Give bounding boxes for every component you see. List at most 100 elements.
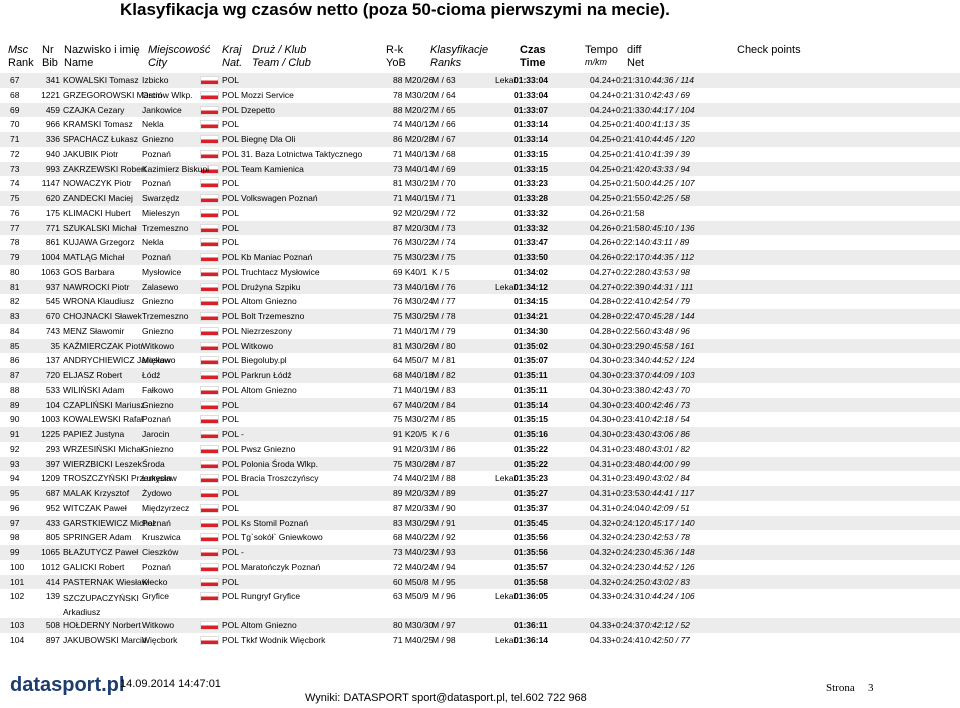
- cell-time: 01:34:30: [514, 325, 549, 336]
- cell-club: Niezrzeszony: [241, 325, 293, 336]
- cell-city: Gniezno: [142, 325, 174, 336]
- cell-nat: POL: [222, 89, 240, 100]
- cell-bib: 533: [45, 384, 60, 395]
- cell-name: MATLĄG Michał: [63, 252, 125, 262]
- flag: [200, 238, 219, 248]
- cell-name: SPRINGER Adam: [63, 532, 132, 543]
- cell-time: 01:33:23: [514, 178, 549, 189]
- flag: [200, 179, 219, 189]
- cell-nat: POL: [222, 325, 240, 336]
- flag: [200, 326, 219, 336]
- cell-tempo: 04.28: [590, 311, 612, 321]
- table-row: 79 1004 MATLĄG Michał Poznań POL Kb Maniac Po…: [0, 250, 960, 265]
- cell-diff: +0:22:17: [611, 252, 645, 262]
- cell-bib: 508: [45, 620, 60, 631]
- cell-rank: 70: [10, 119, 20, 130]
- cell-time: 01:35:07: [514, 355, 549, 366]
- cell-city: Łódź: [142, 370, 161, 380]
- cell-net: 0:41:39 / 39: [645, 148, 690, 159]
- cell-name: NAWROCKI Piotr: [63, 281, 130, 292]
- cell-bib: 1012: [41, 561, 60, 572]
- cell-diff: +0:22:39: [611, 281, 645, 292]
- cell-city: Poznań: [142, 414, 171, 425]
- cell-tempo: 04.28: [590, 325, 612, 336]
- cell-note: Lekař: [495, 473, 517, 484]
- cell-name: CZAPLIŃSKI Mariusz: [63, 399, 145, 410]
- cell-nat: POL: [222, 561, 240, 572]
- cell-ranks: M / 75: [432, 252, 456, 262]
- cell-city: Kłecko: [142, 576, 168, 587]
- cell-net: 0:42:46 / 73: [645, 399, 690, 410]
- cell-ranks: M / 89: [432, 488, 456, 498]
- cell-tempo: 04.26: [590, 222, 612, 233]
- cell-rank: 86: [10, 355, 20, 366]
- cell-rank: 104: [10, 635, 25, 645]
- column-header-sub: Bib: [42, 57, 58, 69]
- cell-time: 01:33:50: [514, 252, 549, 262]
- cell-ranks: M / 80: [432, 340, 456, 351]
- column-header: Tempo: [585, 44, 619, 56]
- cell-city: Trzemeszno: [142, 311, 189, 321]
- cell-ranks: M / 68: [432, 148, 456, 159]
- cell-club: Maratończyk Poznań: [241, 561, 321, 572]
- cell-bib: 805: [45, 532, 60, 543]
- cell-name: KLIMACKI Hubert: [63, 207, 131, 218]
- cell-tempo: 04.32: [590, 547, 612, 557]
- table-row: 78 861 KUJAWA Grzegorz Nekla POL 76 M30/22 M /…: [0, 235, 960, 250]
- cell-tempo: 04.26: [590, 252, 612, 262]
- page-number: 3: [868, 682, 874, 694]
- cell-ranks: M / 92: [432, 532, 456, 543]
- table-row: 98 805 SPRINGER Adam Kruszwica POL Tg`sokół` …: [0, 530, 960, 545]
- cell-name: SPACHACZ Łukasz: [63, 134, 138, 144]
- cell-bib: 1063: [41, 266, 60, 277]
- cell-note: Lekař: [495, 635, 517, 645]
- cell-name: CZAJKA Cezary: [63, 104, 125, 115]
- cell-net: 0:44:36 / 114: [645, 75, 694, 85]
- cell-yob: 81 M30/21: [393, 178, 434, 189]
- cell-time: 01:35:11: [514, 384, 548, 395]
- cell-yob: 72 M40/24: [393, 561, 434, 572]
- cell-yob: 87 M20/33: [393, 502, 434, 513]
- cell-diff: +0:24:41: [611, 635, 645, 645]
- cell-nat: POL: [222, 591, 240, 602]
- cell-city: Ostrów Wlkp.: [142, 89, 193, 100]
- cell-time: 01:35:27: [514, 488, 549, 498]
- table-row: 70 966 KRAMSKI Tomasz Nekla POL 74 M40/12 M / …: [0, 117, 960, 132]
- column-header: Miejscowość: [148, 44, 211, 56]
- table-row: 91 1225 PAPIEŻ Justyna Jarocin POL - 91 K20/5 K…: [0, 427, 960, 442]
- cell-rank: 94: [10, 473, 20, 484]
- cell-yob: 71 M40/15: [393, 193, 434, 203]
- cell-diff: +0:24:12: [611, 517, 645, 528]
- cell-bib: 35: [50, 340, 60, 351]
- cell-time: 01:33:15: [514, 148, 549, 159]
- flag: [200, 194, 219, 203]
- flag: [200, 474, 219, 484]
- cell-name: ELJASZ Robert: [63, 370, 123, 380]
- cell-ranks: M / 90: [432, 502, 456, 513]
- cell-club: Rungryf Gryfice: [241, 591, 301, 602]
- table-row: 71 336 SPACHACZ Łukasz Gniezno POL Biegnę Dla…: [0, 132, 960, 147]
- cell-tempo: 04.31: [590, 473, 612, 484]
- cell-yob: 86 M20/28: [393, 134, 434, 144]
- table-row: 77 771 SZUKALSKI Michał Trzemeszno POL 87 M20…: [0, 220, 960, 236]
- cell-diff: +0:21:42: [611, 163, 645, 174]
- cell-net: 0:44:09 / 103: [645, 370, 695, 380]
- cell-rank: 90: [10, 414, 20, 425]
- cell-yob: 71 M40/19: [393, 384, 434, 395]
- cell-city: Mysłowice: [142, 266, 182, 277]
- flag: [200, 562, 219, 572]
- cell-rank: 68: [10, 89, 20, 100]
- column-header-sub: m/km: [585, 57, 607, 67]
- cell-name: BŁAŻUTYCZ Paweł: [63, 547, 139, 557]
- cell-name: GARSTKIEWICZ Michał: [63, 517, 155, 528]
- cell-name: ANDRYCHIEWICZ Jarosław: [63, 355, 171, 366]
- cell-nat: POL: [222, 104, 240, 115]
- cell-tempo: 04.28: [590, 296, 612, 307]
- cell-yob: 64 M50/7: [393, 355, 429, 366]
- cell-net: 0:45:10 / 136: [645, 222, 695, 233]
- flag: [200, 312, 219, 321]
- cell-yob: 67 M40/20: [393, 399, 434, 410]
- cell-net: 0:44:25 / 107: [645, 178, 695, 189]
- cell-yob: 75 M30/23: [393, 252, 434, 262]
- cell-ranks: M / 76: [432, 281, 456, 292]
